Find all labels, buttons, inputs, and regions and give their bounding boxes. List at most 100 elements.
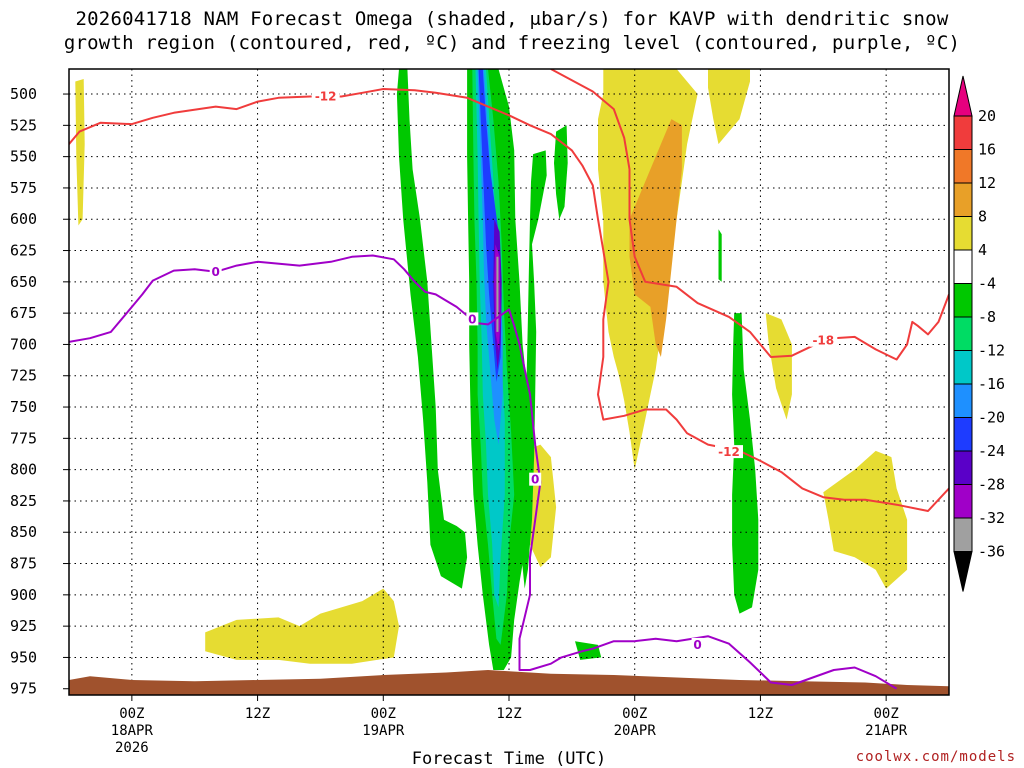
ytick-label-975: 975 xyxy=(10,680,37,698)
contour-label-bg-6 xyxy=(691,637,704,651)
dgz-minus18-contour xyxy=(550,69,949,361)
omega-region-5 xyxy=(765,313,792,420)
colorbar-label-4: 4 xyxy=(978,241,987,259)
terrain-layer xyxy=(69,670,949,695)
ytick-label-800: 800 xyxy=(10,461,37,479)
contour-label-bg-0 xyxy=(311,89,340,103)
colorbar-swatch-0 xyxy=(953,115,973,150)
ytick-label-600: 600 xyxy=(10,210,37,228)
colorbar-swatch-12 xyxy=(953,517,973,552)
ytick-label-750: 750 xyxy=(10,398,37,416)
ytick-label-875: 875 xyxy=(10,555,37,573)
colorbar-label-10: -24 xyxy=(978,442,1005,460)
omega-region-10 xyxy=(521,150,547,589)
omega-region-8 xyxy=(396,69,468,589)
contour-lines xyxy=(69,69,949,690)
ytick-label-650: 650 xyxy=(10,273,37,291)
ytick-label-550: 550 xyxy=(10,148,37,166)
colorbar-bottom-arrow xyxy=(953,551,973,592)
contour-labels: -12 -18 -12 0 0 0 0 xyxy=(209,89,838,652)
contour-label-4: 0 xyxy=(468,312,476,326)
xtick-date-4: 20APR xyxy=(614,723,657,739)
chart-title-line1: 2026041718 NAM Forecast Omega (shaded, μ… xyxy=(75,8,949,30)
colorbar-swatch-2 xyxy=(953,182,973,217)
contour-label-0: -12 xyxy=(315,90,337,104)
ytick-label-725: 725 xyxy=(10,367,37,385)
colorbar-swatch-10 xyxy=(953,450,973,485)
xtick-label-0: 00Z xyxy=(119,706,144,722)
colorbar-swatch-3 xyxy=(953,216,973,251)
ytick-label-900: 900 xyxy=(10,586,37,604)
contour-label-bg-2 xyxy=(715,445,743,459)
colorbar-label-3: 8 xyxy=(978,208,987,226)
freezing-level-contour xyxy=(69,254,898,690)
ytick-label-950: 950 xyxy=(10,648,37,666)
ytick-label-850: 850 xyxy=(10,523,37,541)
grid-lines xyxy=(69,69,949,695)
colorbar-label-8: -16 xyxy=(978,375,1005,393)
colorbar-label-2: 12 xyxy=(978,174,996,192)
colorbar: 20 16 12 8 4 -4 -8 -12 -16 -20 -24 -28 -32 -36 xyxy=(953,75,1005,592)
x-axis-title: Forecast Time (UTC) xyxy=(412,749,606,768)
contour-label-3: 0 xyxy=(211,265,219,279)
ytick-label-675: 675 xyxy=(10,304,37,322)
colorbar-label-6: -8 xyxy=(978,308,996,326)
xtick-date-2: 19APR xyxy=(362,723,405,739)
omega-region-14 xyxy=(718,229,722,282)
colorbar-swatch-9 xyxy=(953,417,973,452)
ytick-label-775: 775 xyxy=(10,429,37,447)
colorbar-label-0: 20 xyxy=(978,107,996,125)
colorbar-swatch-6 xyxy=(953,316,973,351)
ytick-label-825: 825 xyxy=(10,492,37,510)
xtick-label-1: 12Z xyxy=(245,706,270,722)
colorbar-swatch-7 xyxy=(953,350,973,385)
ytick-label-625: 625 xyxy=(10,242,37,260)
colorbar-swatch-4 xyxy=(953,249,973,284)
colorbar-label-1: 16 xyxy=(978,141,996,159)
terrain-surface xyxy=(69,670,949,695)
colorbar-swatch-11 xyxy=(953,484,973,519)
xtick-label-5: 12Z xyxy=(748,706,773,722)
omega-region-1 xyxy=(205,588,399,664)
xtick-year-0: 2026 xyxy=(115,740,149,756)
y-axis: 500 525 550 575 600 625 650 675 700 725 750 775 800 8… xyxy=(10,85,69,698)
xtick-date-6: 21APR xyxy=(865,723,908,739)
xtick-label-3: 12Z xyxy=(496,706,521,722)
ytick-label-575: 575 xyxy=(10,179,37,197)
colorbar-label-11: -28 xyxy=(978,476,1005,494)
credit-text: coolwx.com/models xyxy=(856,749,1016,765)
colorbar-label-13: -36 xyxy=(978,543,1005,561)
colorbar-label-9: -20 xyxy=(978,409,1005,427)
omega-region-11 xyxy=(554,125,568,220)
contour-label-6: 0 xyxy=(693,638,701,652)
xtick-label-2: 00Z xyxy=(371,706,396,722)
colorbar-swatch-8 xyxy=(953,383,973,418)
contour-label-bg-3 xyxy=(209,264,222,278)
contour-label-bg-4 xyxy=(466,312,479,326)
colorbar-label-7: -12 xyxy=(978,342,1005,360)
ytick-label-525: 525 xyxy=(10,116,37,134)
colorbar-label-12: -32 xyxy=(978,509,1005,527)
omega-region-0 xyxy=(75,79,85,226)
contour-label-5: 0 xyxy=(531,473,539,487)
ytick-label-700: 700 xyxy=(10,335,37,353)
colorbar-swatch-5 xyxy=(953,283,973,318)
colorbar-swatch-1 xyxy=(953,149,973,184)
omega-region-7 xyxy=(629,119,682,357)
xtick-label-6: 00Z xyxy=(873,706,898,722)
omega-region-12 xyxy=(732,313,759,614)
dgz-minus12-contour xyxy=(69,88,949,512)
ytick-label-500: 500 xyxy=(10,85,37,103)
contour-label-bg-1 xyxy=(809,333,838,347)
contour-label-bg-5 xyxy=(529,472,542,486)
colorbar-top-arrow xyxy=(953,75,973,117)
ytick-label-925: 925 xyxy=(10,617,37,635)
xtick-label-4: 00Z xyxy=(622,706,647,722)
omega-region-21 xyxy=(496,256,499,332)
chart-title-line2: growth region (contoured, red, ºC) and f… xyxy=(63,32,961,54)
colorbar-label-5: -4 xyxy=(978,275,996,293)
contour-label-1: -18 xyxy=(812,334,834,348)
contour-label-2: -12 xyxy=(718,445,740,459)
